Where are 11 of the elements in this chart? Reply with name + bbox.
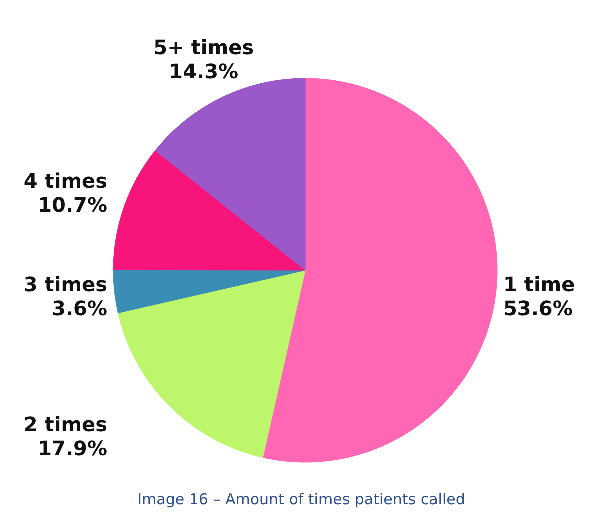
data-label: 3.6%: [52, 296, 108, 321]
data-label: 14.3%: [169, 59, 239, 84]
slice-label: 5+ times: [154, 35, 254, 60]
slice-label: 4 times: [24, 168, 108, 193]
slice-label: 3 times: [24, 272, 108, 297]
slice-label: 2 times: [24, 412, 108, 436]
text: Image 16 – Amount of times patients called: [138, 490, 466, 508]
slice-label: 1 time: [504, 272, 576, 297]
data-label: 17.9%: [38, 436, 108, 460]
data-label: 10.7%: [38, 192, 108, 217]
data-label: 53.6%: [504, 296, 573, 321]
